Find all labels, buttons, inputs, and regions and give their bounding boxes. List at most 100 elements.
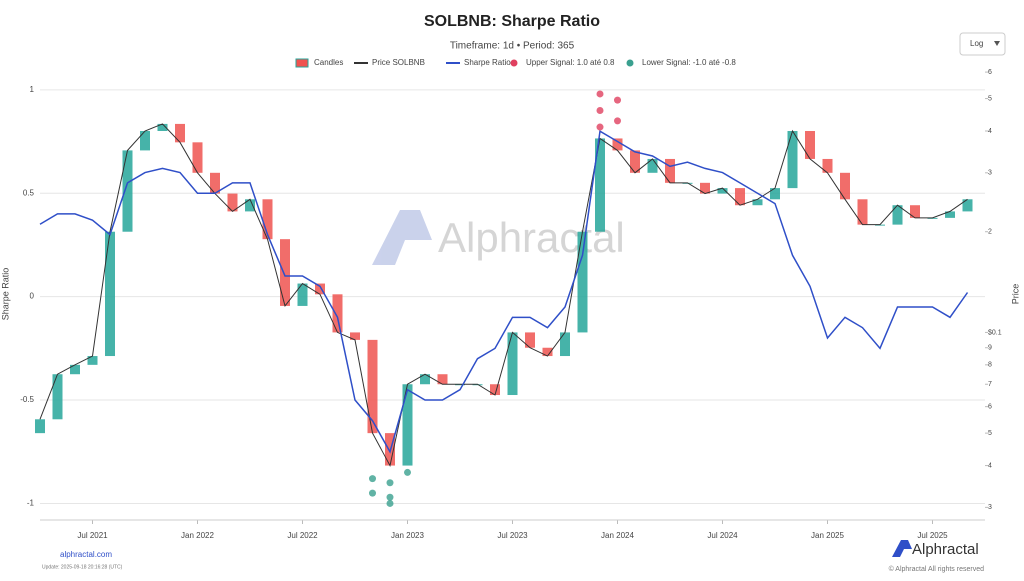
x-tick-label: Jan 2023 [391,531,424,540]
watermark-text: Alphractal [438,214,625,261]
candle [507,332,518,396]
candle [595,138,605,232]
legend-swatch [295,58,309,68]
y2-axis-label: Price [1010,284,1020,305]
y-tick-label: -0.5 [20,395,34,404]
candle [87,356,98,365]
candle [157,123,168,132]
candle [805,131,815,159]
candle [822,158,833,173]
scale-button[interactable]: Log [959,32,1006,56]
x-tick-label: Jan 2022 [181,531,214,540]
signal-point [404,468,411,476]
y2-tick-label: 6 [988,403,992,410]
candle [910,205,920,218]
source: alphractal.com [60,550,112,559]
candle [420,374,430,385]
candle [752,199,763,206]
y-tick-label: -1 [27,499,35,508]
candle [192,142,203,173]
candle [665,158,675,183]
candle [857,199,868,225]
legend-label: Sharpe Ratio [464,58,511,67]
signal-point [596,107,604,114]
candle [700,182,710,194]
x-tick-label: Jan 2024 [601,531,634,540]
scale-button-label[interactable]: Log [970,39,983,48]
legend-item[interactable]: Candles [295,58,343,68]
y-axis-label: Sharpe Ratio [0,268,10,321]
candle [647,158,658,173]
candle [437,374,448,385]
candle [227,193,238,212]
signal-point [386,479,394,487]
candle [630,150,640,173]
signal-point [386,493,394,501]
candle [332,294,343,333]
y2-tick-label: 4 [988,128,992,135]
candle [717,188,728,194]
legend-label: Price SOLBNB [372,58,425,67]
legend-item[interactable]: Price SOLBNB [354,58,425,67]
candle [840,172,850,200]
legend-item[interactable]: Sharpe Ratio [446,58,511,67]
legend-item[interactable]: Lower Signal: -1.0 até -0.8 [626,58,737,67]
update-time: Update: 2025-09-18 20:16:28 (UTC) [42,564,123,570]
x-tick-label: Jul 2024 [707,531,738,540]
y-tick-label: 0.5 [23,188,35,197]
candle [892,205,903,225]
series-line [39,129,969,454]
y2-tick-label: 5 [988,95,992,102]
candle [297,283,308,306]
watermark: Alphractal [372,210,625,265]
signal-point [596,123,604,131]
candle [945,211,955,218]
candle [35,419,45,434]
candle [770,188,780,200]
scale-button-box[interactable] [959,32,1006,56]
candle [542,347,553,357]
y2-tick-label: 2 [988,229,992,236]
y2-tick-label: 7 [988,381,992,388]
candle [105,231,115,357]
copyright: © Alphractal All rights reserved [889,565,985,573]
candle [262,199,273,240]
candle [962,199,973,212]
y-tick-label: 1 [30,85,35,94]
candle [245,199,255,212]
candle [280,239,290,306]
signal-point [386,499,394,507]
candle [525,332,535,348]
x-tick-label: Jul 2023 [497,531,528,540]
signal-point [369,475,376,483]
y2-tick-label: 4 [988,462,992,469]
candle [735,188,745,206]
candle [140,131,150,151]
candle [210,172,220,194]
dropdown-arrow [994,41,1000,46]
y2-tick-label: 5 [988,430,992,437]
candle [350,332,360,340]
logo-icon [892,540,912,557]
candle [560,332,570,357]
y2-tick-label: 3 [988,170,992,177]
candle [612,138,623,151]
logo-text: Alphractal [912,541,979,558]
plot: -1 -0.5 0 0.5 1 3 4 5 6 7 8 9 $0.1 2 3 4 5 6 Jul 2021 Jan 2… [20,58,1002,540]
y2-tick-label: 6 [988,69,992,76]
candle [402,384,413,466]
y-tick-label: 0 [30,292,35,301]
candle [70,364,80,375]
signal-point [614,117,621,125]
legend-swatch [510,59,518,67]
y2-tick-label: 9 [988,345,992,352]
legend-item[interactable]: Upper Signal: 1.0 até 0.8 [510,58,616,67]
legend-label: Lower Signal: -1.0 até -0.8 [642,58,736,67]
candle [122,150,133,232]
chart-title: SOLBNB: Sharpe Ratio [424,13,600,30]
signal-point [369,489,376,497]
watermark-icon [372,210,432,265]
legend-swatch [626,59,634,67]
chart-subtitle: Timeframe: 1d • Period: 365 [450,41,575,52]
legend-label: Candles [314,58,343,67]
